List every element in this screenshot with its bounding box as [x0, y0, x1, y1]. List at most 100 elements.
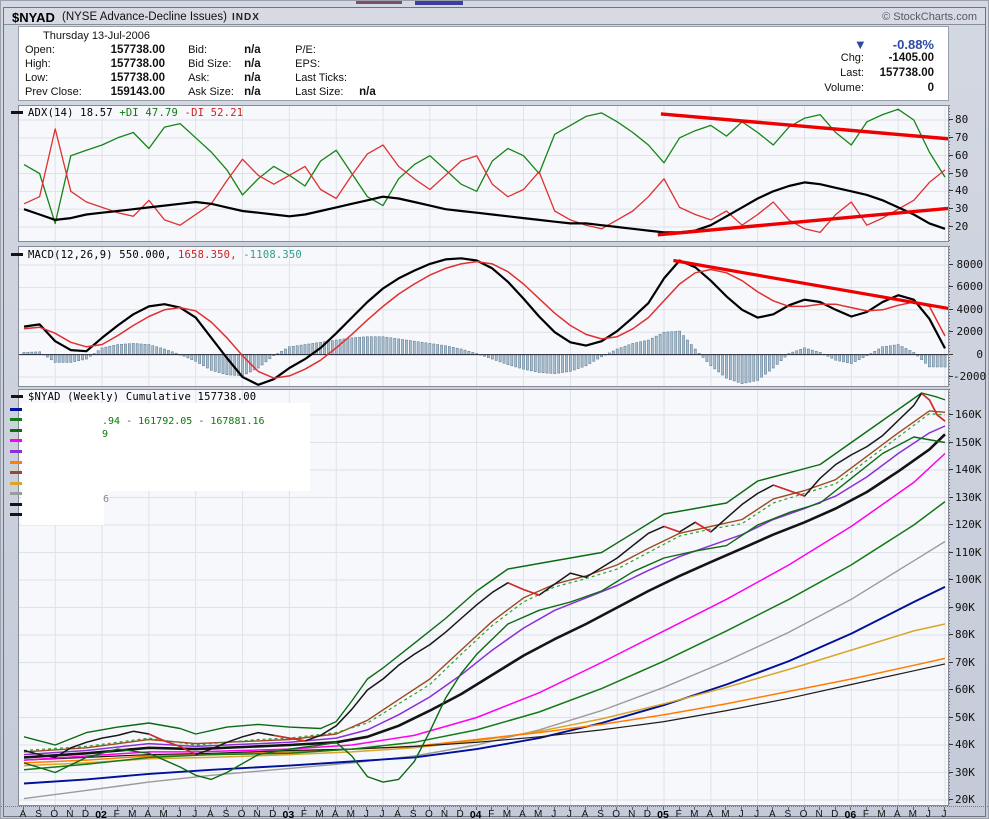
x-tick	[225, 807, 227, 810]
quote-change-block: ▼ -0.88% Chg: -1405.00 Last: 157738.00 Volu…	[764, 37, 934, 97]
macd-histogram-bar	[307, 343, 311, 355]
macd-histogram-bar	[490, 354, 494, 360]
x-tick-label: D	[81, 809, 90, 819]
macd-histogram-bar	[256, 354, 260, 369]
y-tick-label: 70K	[955, 655, 975, 669]
macd-histogram-bar	[139, 343, 143, 355]
y-tick-label: 90K	[955, 600, 975, 614]
macd-histogram-bar	[373, 336, 377, 355]
macd-histogram-bar	[666, 331, 670, 355]
copyright: © StockCharts.com	[882, 11, 977, 23]
x-tick	[928, 807, 930, 810]
y-tick	[949, 579, 953, 580]
y-axis-minor-ticks	[949, 246, 950, 387]
trendline-upper	[660, 112, 948, 141]
macd-histogram-bar	[369, 336, 373, 355]
x-tick	[600, 807, 602, 810]
y-tick-label: 130K	[955, 490, 982, 504]
last-ticks-label: Last Ticks:	[295, 72, 348, 84]
macd-histogram-bar	[221, 354, 225, 374]
x-tick-label: J	[566, 809, 572, 819]
macd-histogram-bar	[873, 350, 877, 355]
chg-label: Chg:	[840, 52, 864, 64]
x-tick-label: M	[908, 809, 917, 819]
macd-histogram-bar	[147, 344, 151, 355]
macd-histogram-bar	[807, 348, 810, 355]
legend-dash-icon	[11, 252, 23, 256]
macd-histogram-bar	[928, 354, 931, 368]
x-tick-label: A	[19, 809, 27, 819]
macd-histogram-bar	[654, 335, 658, 355]
quote-panel: Thursday 13-Jul-2006 Open: 157738.00 Bid:…	[18, 26, 949, 101]
macd-histogram-bar	[857, 354, 861, 360]
x-tick-label: M	[533, 809, 543, 819]
y-tick	[949, 771, 953, 773]
x-tick	[678, 807, 680, 810]
macd-histogram-bar	[674, 331, 678, 355]
y-tick	[949, 414, 953, 415]
macd-histogram-bar	[401, 339, 404, 355]
y-tick	[949, 799, 953, 800]
legend-dash-icon	[10, 408, 22, 411]
macd-histogram-bar	[120, 343, 123, 355]
macd-histogram-bar	[163, 348, 166, 355]
macd-histogram-bar	[647, 339, 650, 355]
x-tick-label: N	[66, 809, 74, 819]
x-tick	[288, 807, 290, 810]
x-tick	[506, 807, 508, 810]
x-tick	[787, 807, 789, 810]
macd-histogram-bar	[155, 346, 159, 355]
y-tick	[949, 376, 953, 377]
x-tick-label: A	[581, 809, 589, 819]
x-tick	[803, 807, 805, 810]
x-tick-label: N	[628, 809, 636, 819]
macd-histogram-bar	[350, 337, 354, 355]
macd-histogram-bar	[315, 342, 319, 355]
macd-histogram-bar	[405, 339, 408, 355]
x-tick	[257, 807, 259, 810]
x-tick-label: D	[831, 809, 839, 819]
y-tick	[949, 208, 953, 210]
macd-histogram-bar	[877, 348, 881, 355]
y-tick	[949, 524, 953, 525]
macd-histogram-bar	[291, 345, 295, 355]
macd-histogram-bar	[284, 348, 287, 355]
bid-size-label: Bid Size:	[188, 58, 232, 70]
macd-histogram-bar	[623, 345, 627, 355]
x-tick-label: F	[488, 809, 495, 819]
macd-histogram-bar	[245, 354, 248, 375]
ma-gray	[23, 540, 946, 800]
x-tick	[132, 807, 134, 810]
x-tick-label: F	[300, 809, 308, 819]
macd-histogram-bar	[799, 349, 802, 355]
macd-histogram-bar	[576, 354, 580, 369]
x-tick	[54, 807, 56, 810]
x-tick-label: 04	[469, 809, 482, 819]
signal-line	[23, 260, 946, 379]
x-tick	[303, 807, 305, 810]
legend-dash-icon	[10, 492, 22, 495]
macd-histogram-bar	[455, 347, 459, 355]
x-tick	[366, 807, 368, 810]
x-tick-label: M	[690, 809, 699, 819]
macd-histogram-bar	[853, 354, 857, 362]
trendline-lower	[657, 206, 948, 237]
y-tick	[949, 308, 953, 310]
x-tick-label: O	[799, 809, 808, 819]
x-tick	[272, 807, 274, 810]
x-tick-label: J	[551, 809, 557, 819]
macd-histogram-bar	[381, 336, 385, 355]
y-tick	[949, 353, 953, 355]
macd-histogram-bar	[354, 337, 358, 355]
y-tick	[949, 226, 953, 227]
macd-histogram-bar	[61, 354, 65, 363]
macd-plot	[19, 247, 948, 386]
macd-histogram-bar	[842, 354, 845, 363]
legend-dash-icon	[10, 418, 22, 421]
macd-histogram-bar	[299, 344, 303, 355]
y-axis-minor-ticks	[949, 105, 950, 242]
x-tick-label: A	[394, 809, 401, 819]
macd-histogram-bar	[268, 354, 272, 360]
x-tick-label: O	[424, 809, 433, 819]
macd-histogram-bar	[740, 354, 744, 384]
